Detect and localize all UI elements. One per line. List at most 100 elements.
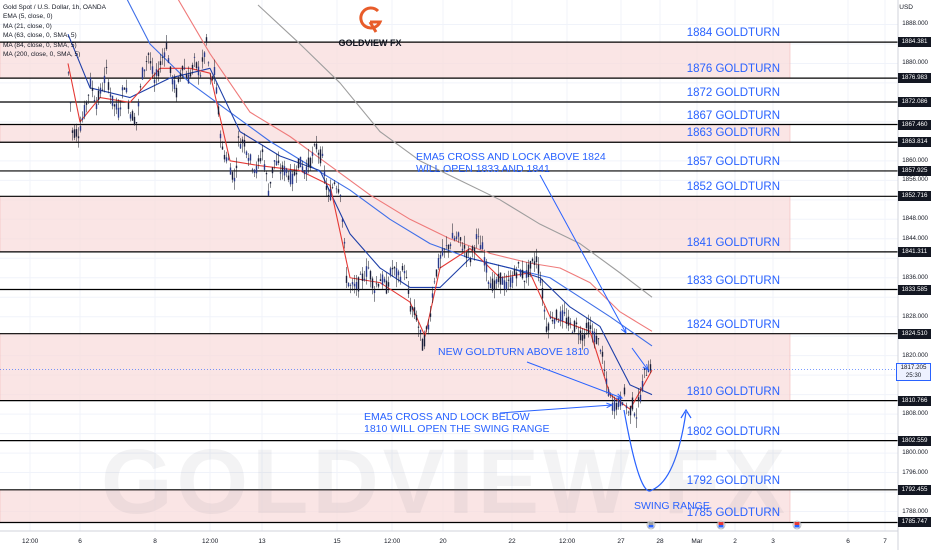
candle-body xyxy=(557,321,560,323)
goldturn-label: 1810 GOLDTURN xyxy=(686,385,780,398)
candle-body xyxy=(645,374,648,376)
candle-body xyxy=(125,87,128,93)
event-flag-stripe xyxy=(794,522,800,525)
resistance-band xyxy=(0,196,791,253)
candle-body xyxy=(117,107,120,118)
candle-body xyxy=(433,281,436,283)
goldturn-price-tag: 1872.086 xyxy=(898,96,931,107)
goldturn-label: 1867 GOLDTURN xyxy=(686,109,780,122)
candle-body xyxy=(613,399,616,412)
legend-symbol[interactable]: Gold Spot / U.S. Dollar, 1h, OANDA xyxy=(3,4,106,11)
candle-body xyxy=(473,247,476,253)
goldturn-price-tag: 1863.814 xyxy=(898,137,931,148)
candle-body xyxy=(519,269,522,277)
goldturn-price-tag: 1810.766 xyxy=(898,395,931,406)
candle-body xyxy=(575,322,578,325)
arrow-breakout-up-head xyxy=(642,364,649,372)
ma200-line xyxy=(257,4,653,298)
goldturn-label: 1876 GOLDTURN xyxy=(686,63,780,76)
time-tick-label: Mar xyxy=(691,538,703,545)
candle-body xyxy=(123,87,126,90)
candle-body xyxy=(183,67,186,69)
candle-body xyxy=(141,67,144,80)
candle-body xyxy=(361,273,364,281)
candle-body xyxy=(161,56,164,58)
annotation-arrows xyxy=(499,174,802,530)
candle-body xyxy=(407,288,410,294)
candle-body xyxy=(195,62,198,68)
candle-body xyxy=(553,319,556,324)
goldturn-label: 1802 GOLDTURN xyxy=(686,425,780,438)
candle-body xyxy=(521,269,524,279)
candle-body xyxy=(333,182,336,184)
candle-body xyxy=(167,58,170,63)
candle-body xyxy=(423,335,426,347)
candle-body xyxy=(587,322,590,334)
legend-ema5[interactable]: EMA (5, close, 0) xyxy=(3,13,53,21)
candle-body xyxy=(95,103,98,110)
candle-body xyxy=(327,194,330,197)
time-tick-label: 2 xyxy=(733,538,737,545)
time-tick-label: 12:00 xyxy=(559,538,576,545)
candle-body xyxy=(357,277,360,292)
candle-body xyxy=(97,90,100,101)
goldturn-price-tag: 1852.716 xyxy=(898,191,931,202)
candle-body xyxy=(401,265,404,271)
candle-body xyxy=(491,278,494,291)
candle-body xyxy=(409,305,412,312)
candle-body xyxy=(445,245,448,247)
candle-body xyxy=(417,326,420,328)
legend-ma200[interactable]: MA (200, close, 0, SMA, 5) xyxy=(3,51,81,59)
goldturn-price-tag: 1857.925 xyxy=(898,165,931,176)
candle-body xyxy=(315,143,318,150)
candle-body xyxy=(525,270,528,278)
goldturn-label: 1884 GOLDTURN xyxy=(686,27,780,40)
candle-body xyxy=(405,277,408,278)
candle-body xyxy=(243,139,246,147)
candle-body xyxy=(323,170,326,177)
price-tick-label: 1848.000 xyxy=(902,215,928,223)
candle-body xyxy=(485,261,488,273)
candle-body xyxy=(201,57,204,62)
candle-body xyxy=(331,187,334,189)
event-flag-stripe xyxy=(648,522,654,525)
arrow-breakout-up xyxy=(631,347,649,371)
legend-ma84[interactable]: MA (84, close, 0, SMA, 5) xyxy=(3,41,77,49)
candle-body xyxy=(289,170,292,185)
candle-body xyxy=(615,403,618,410)
candle-body xyxy=(453,238,456,240)
candle-body xyxy=(305,166,308,175)
candle-body xyxy=(77,136,80,139)
resistance-bands xyxy=(0,41,791,523)
candle-body xyxy=(203,52,206,57)
legend-ma63[interactable]: MA (63, close, 0, SMA, 5) xyxy=(3,32,77,40)
candle-body xyxy=(595,335,598,345)
candle-body xyxy=(143,69,146,72)
candle-body xyxy=(425,326,428,330)
candle-body xyxy=(265,172,268,175)
candle-body xyxy=(451,232,454,239)
candle-body xyxy=(239,144,242,149)
candle-body xyxy=(227,158,230,160)
candle-body xyxy=(79,125,82,131)
candle-body xyxy=(113,104,116,107)
currency-label: USD xyxy=(899,4,913,11)
candle-body xyxy=(531,258,534,262)
candle-body xyxy=(639,394,642,402)
candle-body xyxy=(83,105,86,117)
candle-body xyxy=(325,185,328,190)
legend-ma21[interactable]: MA (21, close, 0) xyxy=(3,22,52,30)
indicator-legend[interactable]: Gold Spot / U.S. Dollar, 1h, OANDA EMA (… xyxy=(3,3,106,59)
candle-body xyxy=(461,248,464,251)
candle-body xyxy=(563,311,566,314)
goldturn-price-tag: 1785.747 xyxy=(898,517,931,528)
economic-event-flag-icon xyxy=(792,520,802,530)
time-tick-label: 6 xyxy=(846,538,850,545)
candle-body xyxy=(309,157,312,168)
candle-body xyxy=(503,280,506,290)
candle-body xyxy=(103,75,106,84)
candle-body xyxy=(81,117,84,120)
candle-body xyxy=(495,279,498,284)
ma21-line xyxy=(67,34,653,396)
